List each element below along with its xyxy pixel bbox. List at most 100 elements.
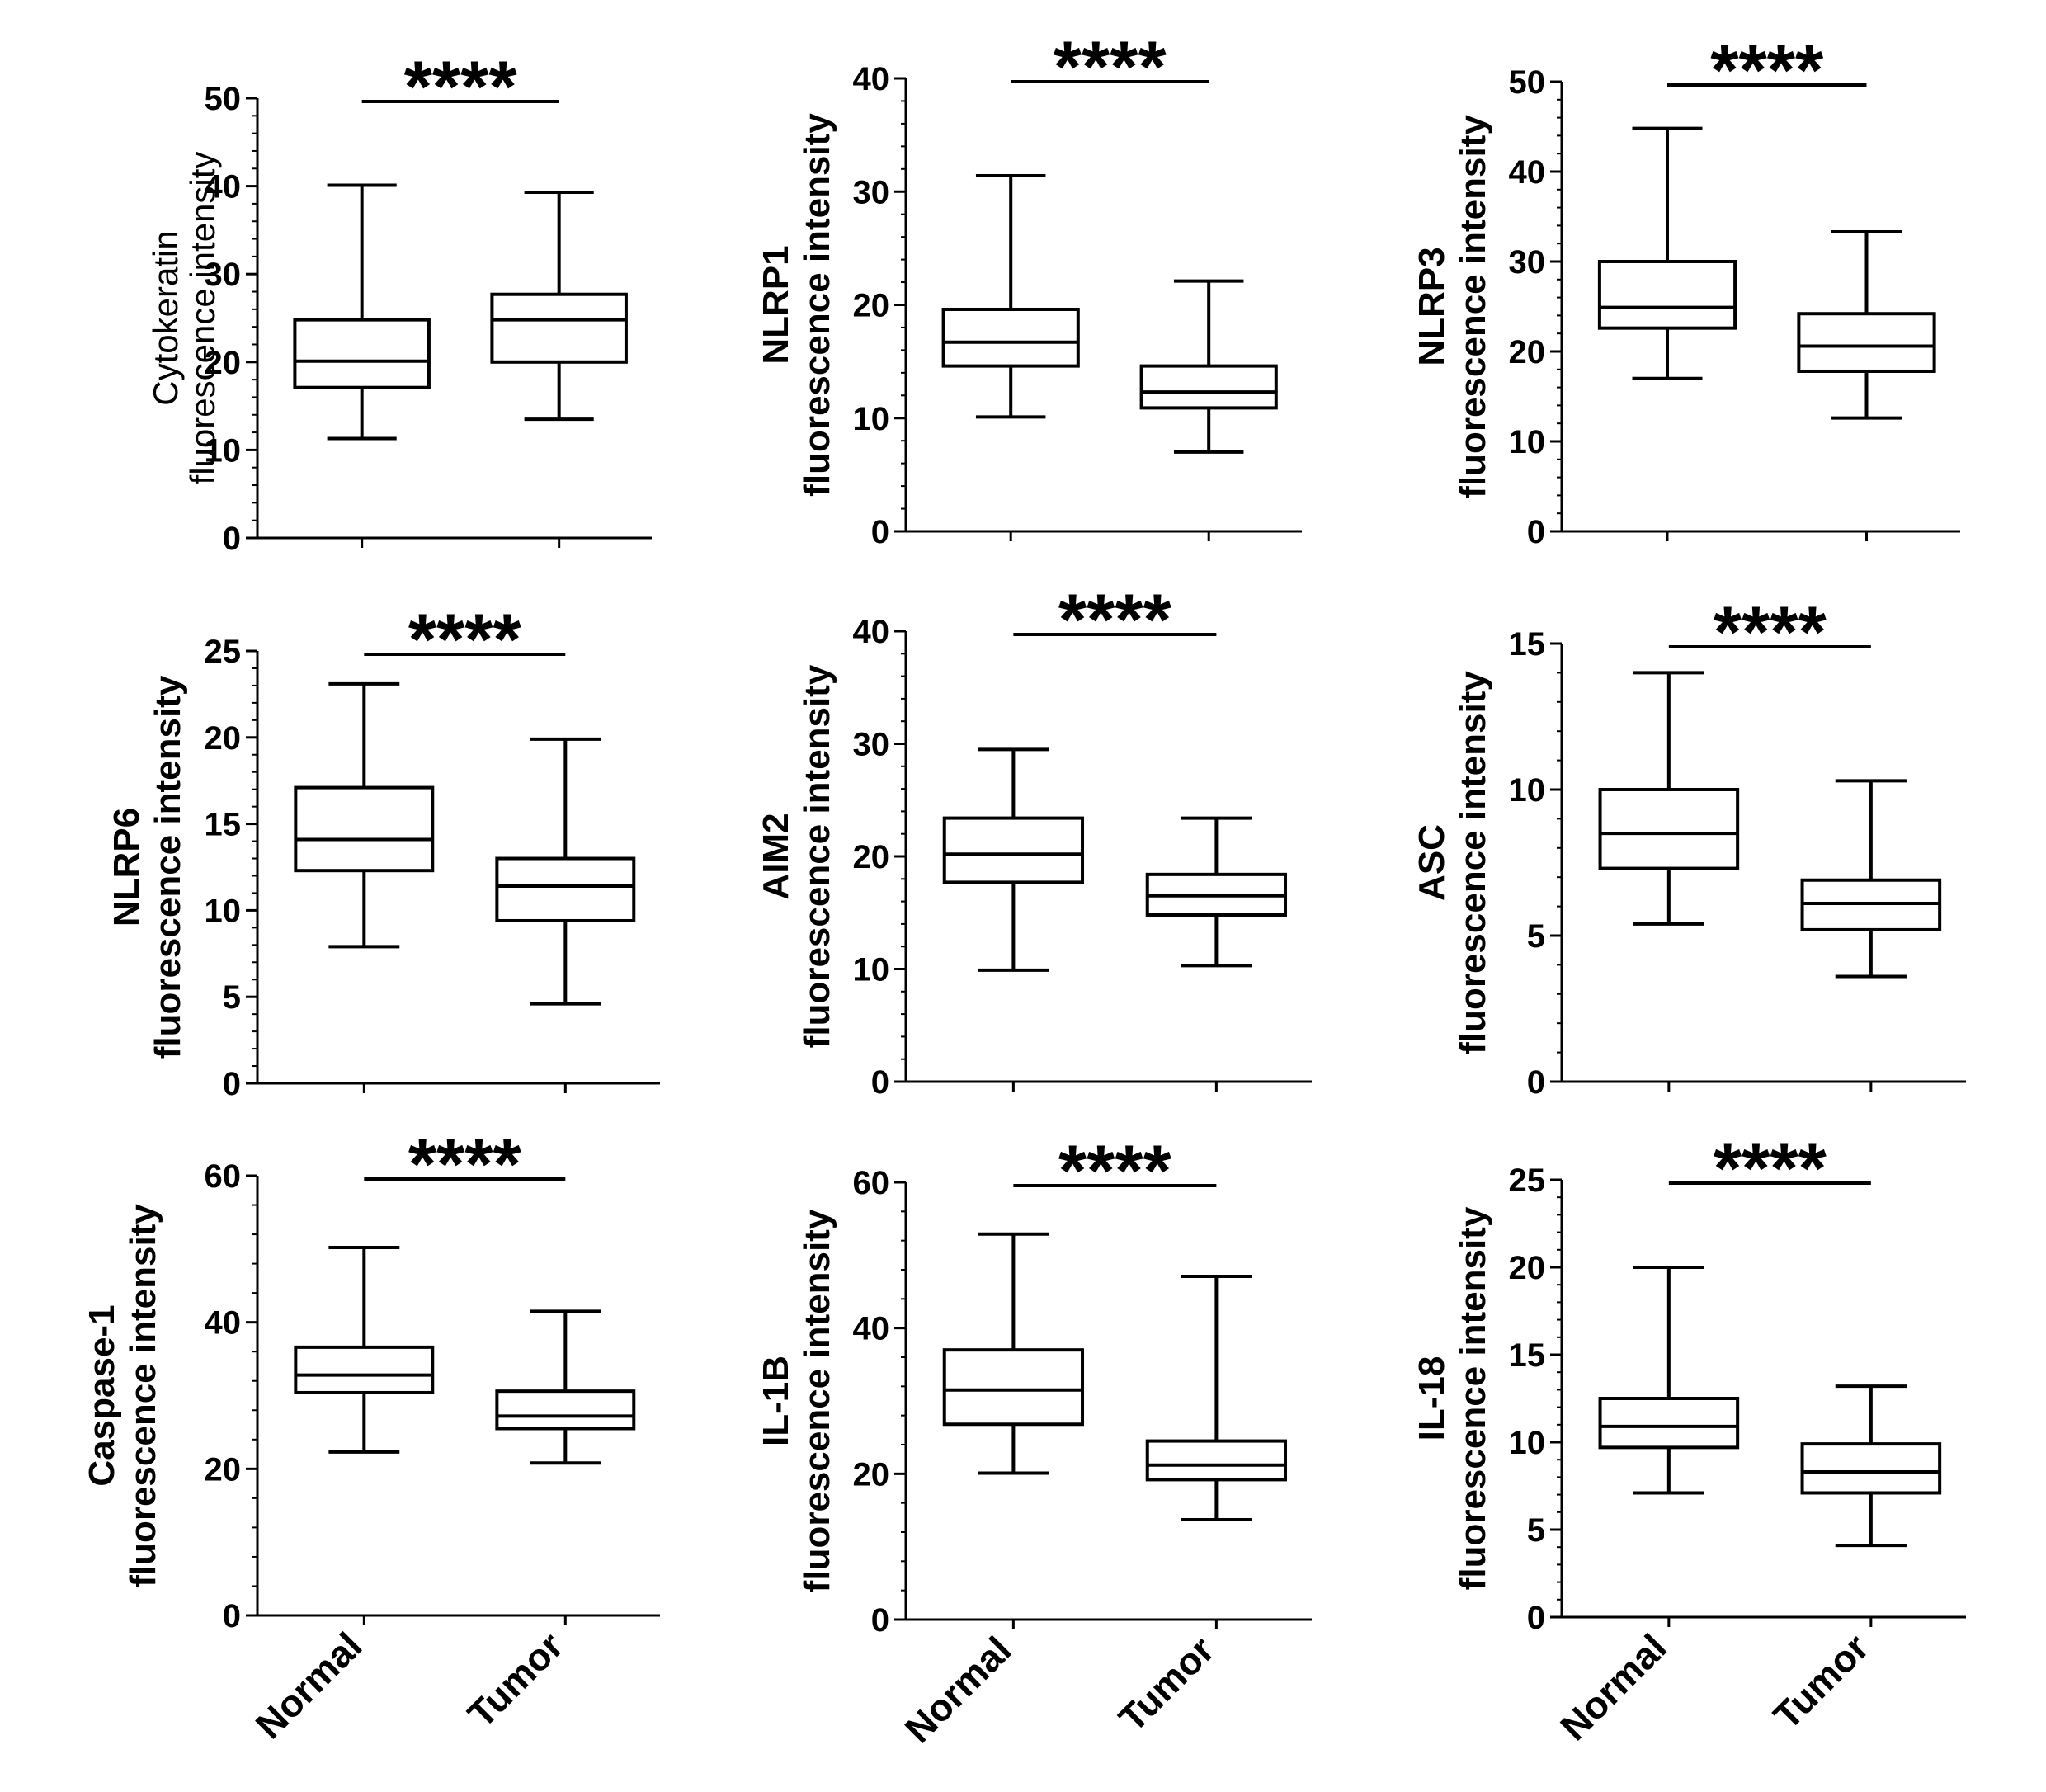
y-tick-label: 30 bbox=[205, 257, 242, 293]
iqr-box bbox=[293, 318, 431, 389]
chart-panel-7: 0 20 40 60 Caspase-1 fluorescence intensity **… bbox=[82, 1123, 660, 1747]
y-tick-label: 0 bbox=[871, 1602, 889, 1639]
y-tick-label: 30 bbox=[1509, 244, 1546, 281]
y-tick-label: 20 bbox=[205, 720, 242, 757]
y-tick-label: 50 bbox=[1509, 64, 1546, 101]
y-tick-label: 5 bbox=[223, 979, 241, 1016]
y-tick-label: 10 bbox=[205, 893, 242, 929]
box-normal bbox=[941, 174, 1080, 419]
y-axis-label-title: Caspase-1 bbox=[82, 1304, 122, 1486]
significance-label: **** bbox=[404, 45, 518, 127]
box-tumor bbox=[490, 191, 628, 422]
box-tumor bbox=[1139, 279, 1278, 454]
y-tick-label: 15 bbox=[1509, 1337, 1546, 1374]
box-normal bbox=[1598, 1266, 1740, 1495]
box-normal bbox=[942, 747, 1085, 972]
significance-label: **** bbox=[1054, 26, 1167, 107]
y-axis-label-unit: fluorescence intensity bbox=[148, 675, 188, 1059]
y-tick-label: 10 bbox=[1509, 1425, 1546, 1461]
y-tick-label: 20 bbox=[1509, 334, 1546, 370]
y-tick-label: 0 bbox=[1527, 1064, 1545, 1101]
x-category-label-tumor: Tumor bbox=[1110, 1628, 1223, 1740]
significance-label: **** bbox=[1058, 1129, 1172, 1211]
y-tick-label: 40 bbox=[853, 614, 890, 650]
chart-panel-9: 0 5 10 15 20 25 IL-18 fluorescence intensity ***… bbox=[1412, 1127, 1966, 1748]
iqr-box bbox=[1800, 1442, 1942, 1495]
iqr-box bbox=[1598, 788, 1740, 870]
y-tick-label: 60 bbox=[205, 1158, 242, 1195]
iqr-box bbox=[1797, 312, 1936, 373]
y-tick-label: 20 bbox=[1509, 1250, 1546, 1286]
y-tick-label: 0 bbox=[1527, 1600, 1545, 1636]
y-axis-label-title: NLRP6 bbox=[106, 808, 147, 927]
box-normal bbox=[942, 1232, 1085, 1475]
y-tick-label: 25 bbox=[1509, 1162, 1546, 1199]
x-category-label-tumor: Tumor bbox=[460, 1624, 572, 1736]
iqr-box bbox=[942, 816, 1085, 884]
iqr-box bbox=[294, 785, 435, 873]
y-axis-label-unit: fluorescence intensity bbox=[1453, 671, 1493, 1054]
box-normal bbox=[1598, 671, 1740, 926]
y-axis-label-unit: fluorescence intensity bbox=[123, 1204, 163, 1587]
chart-panel-3: 0 10 20 30 40 50 NLRP3 fluorescence intensity **… bbox=[1412, 29, 1960, 550]
y-tick-label: 20 bbox=[853, 839, 890, 875]
y-tick-label: 30 bbox=[853, 174, 890, 210]
y-tick-label: 50 bbox=[205, 81, 242, 117]
y-tick-label: 0 bbox=[871, 514, 889, 550]
y-axis-label-unit: fluorescence intensity bbox=[183, 152, 222, 485]
y-tick-label: 40 bbox=[205, 169, 242, 205]
box-tumor bbox=[1800, 1384, 1942, 1548]
y-tick-label: 30 bbox=[853, 727, 890, 763]
iqr-box bbox=[941, 307, 1080, 368]
chart-panel-8: 0 20 40 60 IL-1B fluorescence intensity **** No… bbox=[756, 1129, 1312, 1751]
box-normal bbox=[294, 681, 435, 949]
y-tick-label: 0 bbox=[223, 521, 241, 557]
x-category-label-normal: Normal bbox=[897, 1628, 1020, 1751]
iqr-box bbox=[1145, 1439, 1288, 1482]
y-tick-label: 0 bbox=[1527, 514, 1545, 550]
iqr-box bbox=[294, 1345, 435, 1394]
y-tick-label: 10 bbox=[853, 401, 890, 437]
y-tick-label: 10 bbox=[853, 952, 890, 988]
box-normal bbox=[294, 1246, 435, 1454]
box-tumor bbox=[495, 1309, 636, 1465]
box-normal bbox=[293, 183, 431, 441]
chart-panel-6: 0 5 10 15 ASC fluorescence intensity **** bbox=[1412, 591, 1966, 1101]
y-tick-label: 20 bbox=[853, 288, 890, 324]
y-axis-label-title: Cytokeratin bbox=[146, 230, 185, 405]
y-axis-label-unit: fluorescence intensity bbox=[797, 1209, 837, 1592]
box-tumor bbox=[1800, 779, 1942, 979]
y-tick-label: 40 bbox=[853, 1311, 890, 1347]
significance-label: **** bbox=[408, 1123, 522, 1205]
y-tick-label: 60 bbox=[853, 1165, 890, 1201]
y-axis-label-title: ASC bbox=[1412, 824, 1452, 901]
iqr-box bbox=[1139, 364, 1278, 410]
chart-panel-4: 0 5 10 15 20 25 NLRP6 fluorescence intensity ***… bbox=[106, 598, 660, 1102]
y-axis-label-title: IL-1B bbox=[756, 1356, 796, 1446]
y-tick-label: 0 bbox=[223, 1066, 241, 1102]
significance-label: **** bbox=[408, 598, 522, 680]
y-tick-label: 40 bbox=[1509, 154, 1546, 191]
significance-label: **** bbox=[1058, 578, 1172, 660]
x-category-label-tumor: Tumor bbox=[1765, 1625, 1877, 1738]
y-tick-label: 5 bbox=[1527, 918, 1545, 955]
chart-panel-2: 0 10 20 30 40 NLRP1 fluorescence intensity **** bbox=[756, 26, 1302, 550]
y-tick-label: 25 bbox=[205, 634, 242, 670]
significance-label: **** bbox=[1710, 29, 1824, 111]
iqr-box bbox=[490, 292, 628, 364]
y-axis-label-title: NLRP1 bbox=[756, 245, 796, 364]
y-tick-label: 0 bbox=[223, 1598, 241, 1634]
y-tick-label: 10 bbox=[1509, 772, 1546, 809]
y-tick-label: 5 bbox=[1527, 1512, 1545, 1549]
significance-label: **** bbox=[1714, 1127, 1827, 1209]
y-tick-label: 20 bbox=[205, 1451, 242, 1488]
box-tumor bbox=[1145, 816, 1288, 968]
y-axis-label-title: NLRP3 bbox=[1412, 247, 1452, 365]
y-tick-label: 0 bbox=[871, 1064, 889, 1101]
y-tick-label: 15 bbox=[1509, 626, 1546, 663]
y-tick-label: 15 bbox=[205, 807, 242, 843]
y-tick-label: 10 bbox=[205, 432, 242, 469]
y-axis-label-unit: fluorescence intensity bbox=[797, 664, 837, 1048]
iqr-box bbox=[495, 1389, 636, 1431]
